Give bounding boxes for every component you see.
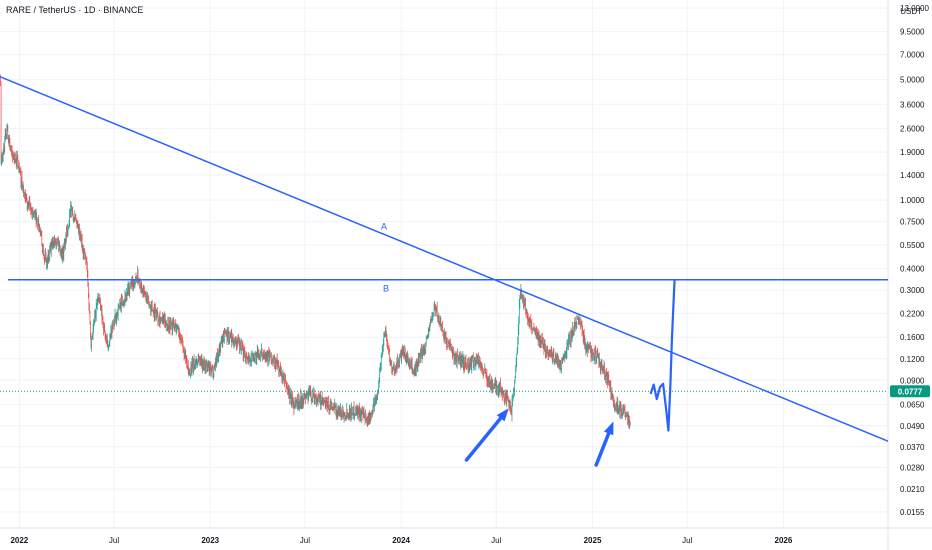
y-tick-label: 0.2200 <box>900 309 925 318</box>
x-axis[interactable]: 2022 Jul 2023 Jul 2024 Jul 2025 Jul 2026 <box>10 536 792 545</box>
x-tick-label: Jul <box>682 536 692 545</box>
y-tick-label: 3.6000 <box>900 100 925 109</box>
y-tick-label: 0.1600 <box>900 333 925 342</box>
projection-path <box>649 279 676 432</box>
y-tick-label: 1.0000 <box>900 196 925 205</box>
x-tick-label: 2023 <box>201 536 219 545</box>
y-tick-label: 0.0280 <box>900 464 925 473</box>
y-tick-label: 0.0490 <box>900 422 925 431</box>
y-tick-label: 13.0000 <box>900 4 929 13</box>
y-tick-label: 0.0210 <box>900 485 925 494</box>
y-tick-label: 0.4000 <box>900 265 925 274</box>
y-tick-label: 0.7500 <box>900 218 925 227</box>
x-tick-label: Jul <box>491 536 501 545</box>
hline-b-label: B <box>383 284 389 294</box>
x-tick-label: 2026 <box>775 536 793 545</box>
y-tick-label: 0.0370 <box>900 443 925 452</box>
chart-title: RARE / TetherUS · 1D · BINANCE <box>6 5 144 15</box>
y-tick-label: 1.9000 <box>900 148 925 157</box>
y-tick-label: 0.0650 <box>900 401 925 410</box>
y-tick-label: 0.3000 <box>900 286 925 295</box>
y-tick-label: 0.1200 <box>900 355 925 364</box>
y-tick-label: 0.0900 <box>900 376 925 385</box>
arrow-shaft <box>464 416 503 462</box>
trendline-a <box>0 76 889 442</box>
y-tick-label: 7.0000 <box>900 50 925 59</box>
drawings[interactable]: AB <box>0 76 889 467</box>
current-price-badge <box>890 385 930 398</box>
x-tick-label: Jul <box>109 536 119 545</box>
y-tick-label: 1.4000 <box>900 171 925 180</box>
y-axis[interactable]: 13.0000 9.5000 7.0000 5.0000 3.6000 2.6000 1.9… <box>890 4 930 517</box>
arrow-shaft <box>594 431 611 467</box>
trendline-a-label: A <box>381 221 387 231</box>
current-price-label: 0.0777 <box>898 387 923 396</box>
candles <box>0 74 631 430</box>
arrow-head <box>604 421 614 436</box>
x-tick-label: 2022 <box>10 536 28 545</box>
y-tick-label: 9.5000 <box>900 28 925 37</box>
price-unit: USDT <box>900 7 922 16</box>
x-tick-label: 2025 <box>584 536 602 545</box>
y-tick-label: 0.0155 <box>900 508 925 517</box>
x-tick-label: 2024 <box>392 536 410 545</box>
arrow-head <box>496 408 509 422</box>
y-tick-label: 5.0000 <box>900 76 925 85</box>
y-tick-label: 0.5500 <box>900 241 925 250</box>
x-tick-label: Jul <box>300 536 310 545</box>
y-tick-label: 2.6000 <box>900 125 925 134</box>
